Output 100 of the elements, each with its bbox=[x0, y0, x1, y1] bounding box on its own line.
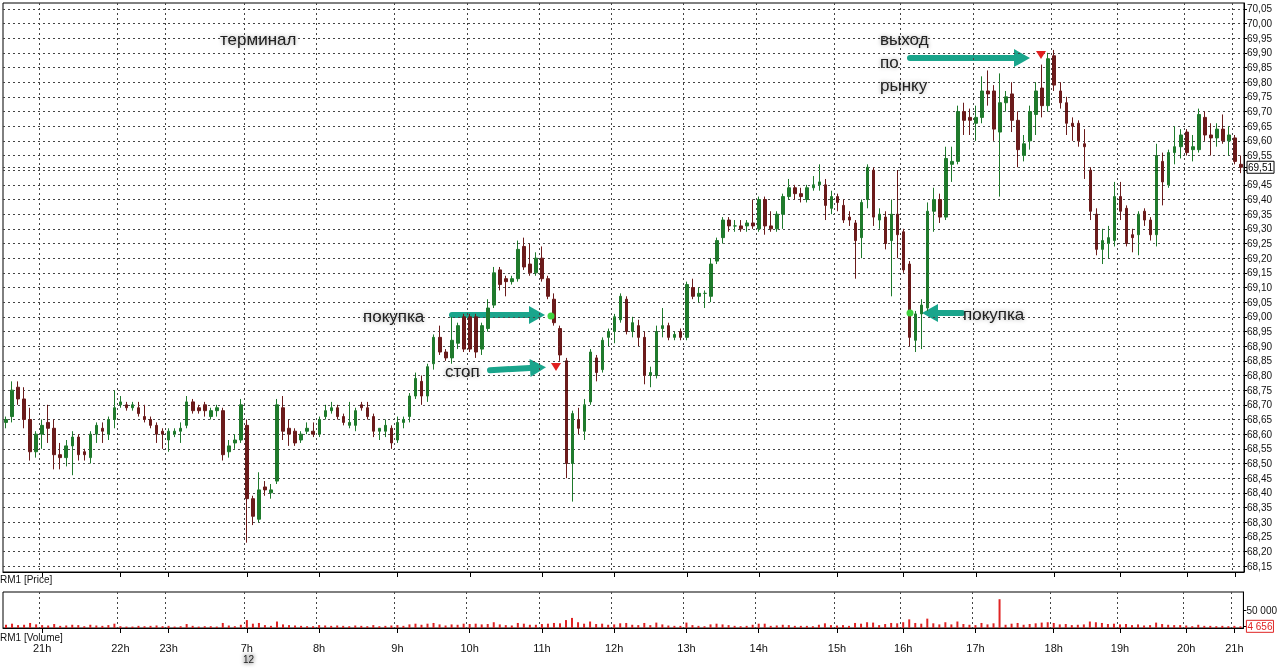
y-tick-label: 4 656 bbox=[1247, 620, 1273, 632]
candlestick bbox=[1083, 128, 1086, 180]
candlestick bbox=[631, 316, 634, 338]
bar bbox=[390, 625, 393, 628]
candlestick bbox=[402, 416, 405, 429]
x-tick-label: 10h bbox=[460, 641, 479, 654]
bar bbox=[294, 625, 297, 628]
candlestick bbox=[769, 210, 773, 233]
bar bbox=[137, 625, 140, 628]
bar bbox=[77, 625, 80, 628]
candlestick bbox=[1137, 210, 1140, 256]
candlestick bbox=[161, 427, 164, 450]
candlestick bbox=[546, 275, 550, 300]
y-tick-label: 69,51 bbox=[1248, 161, 1274, 173]
candlestick bbox=[281, 395, 285, 441]
y-tick-label: 68,25 bbox=[1247, 531, 1273, 543]
candlestick bbox=[896, 169, 899, 259]
bar bbox=[974, 625, 977, 628]
candlestick bbox=[4, 416, 8, 429]
bar bbox=[191, 625, 194, 628]
candlestick bbox=[775, 210, 779, 233]
candlestick bbox=[1059, 81, 1062, 110]
bar bbox=[53, 624, 56, 628]
bar bbox=[1143, 625, 1146, 628]
bar bbox=[47, 625, 50, 628]
bar bbox=[1052, 622, 1055, 628]
bar bbox=[878, 625, 881, 628]
y-tick-label: 69,95 bbox=[1247, 32, 1273, 44]
candlestick bbox=[46, 404, 50, 444]
y-tick-label: 68,40 bbox=[1247, 487, 1273, 499]
candlestick bbox=[299, 430, 303, 444]
bar bbox=[1004, 624, 1007, 628]
bar bbox=[679, 625, 682, 628]
y-tick-label: 69,90 bbox=[1247, 47, 1273, 59]
candlestick bbox=[209, 407, 213, 420]
candlestick bbox=[227, 439, 231, 459]
bar bbox=[354, 625, 357, 628]
bar bbox=[1094, 622, 1097, 628]
bar bbox=[257, 622, 260, 628]
candlestick bbox=[944, 146, 948, 221]
candlestick bbox=[28, 407, 32, 462]
bar bbox=[330, 625, 333, 628]
bar bbox=[402, 625, 405, 628]
bar bbox=[799, 625, 802, 628]
bar bbox=[775, 625, 778, 628]
candlestick bbox=[89, 430, 92, 464]
candlestick bbox=[812, 175, 815, 192]
candlestick bbox=[408, 392, 411, 423]
bar bbox=[384, 625, 387, 628]
bar bbox=[643, 622, 646, 628]
bar bbox=[167, 625, 170, 628]
candlestick bbox=[384, 418, 387, 438]
bar bbox=[685, 622, 688, 628]
candlestick bbox=[685, 281, 689, 341]
bar bbox=[619, 623, 622, 628]
bar bbox=[986, 624, 989, 628]
candlestick bbox=[239, 398, 243, 444]
candlestick bbox=[293, 427, 297, 447]
x-tick-label: 12h bbox=[605, 641, 624, 654]
bar bbox=[360, 625, 363, 628]
bar bbox=[486, 624, 489, 628]
candlestick bbox=[510, 275, 514, 286]
bar bbox=[1221, 625, 1224, 628]
bar bbox=[456, 624, 459, 628]
y-tick-label: 69,70 bbox=[1247, 106, 1273, 118]
candlestick bbox=[866, 163, 869, 209]
bar bbox=[589, 621, 592, 628]
bar bbox=[1197, 624, 1200, 628]
bar bbox=[29, 622, 32, 628]
bar bbox=[558, 623, 561, 628]
candlestick bbox=[854, 219, 857, 280]
candlestick bbox=[143, 404, 146, 423]
bar bbox=[769, 625, 772, 628]
bar bbox=[637, 625, 640, 628]
bar bbox=[866, 622, 869, 628]
candlestick bbox=[1125, 204, 1128, 247]
bar bbox=[733, 625, 736, 628]
bar bbox=[1125, 624, 1127, 628]
candlestick bbox=[1028, 105, 1032, 151]
bar bbox=[727, 625, 730, 628]
candlestick bbox=[486, 298, 490, 332]
candlestick bbox=[1149, 216, 1152, 242]
candlestick bbox=[113, 389, 116, 429]
candlestick bbox=[167, 427, 170, 453]
candlestick bbox=[1119, 181, 1122, 221]
text: RM1 [Volume] bbox=[0, 631, 64, 643]
x-tick-label: 21h bbox=[1225, 641, 1244, 654]
candlestick bbox=[986, 69, 990, 107]
candlestick bbox=[842, 199, 845, 224]
bar bbox=[565, 620, 567, 628]
candlestick bbox=[799, 187, 803, 203]
candlestick bbox=[263, 480, 267, 497]
bar bbox=[450, 624, 453, 628]
annotation: стоп bbox=[445, 362, 480, 381]
bar bbox=[751, 624, 754, 628]
candlestick bbox=[305, 421, 309, 435]
candlestick bbox=[781, 193, 785, 230]
candlestick bbox=[444, 348, 448, 362]
bar bbox=[1082, 624, 1085, 628]
bar bbox=[595, 624, 598, 628]
